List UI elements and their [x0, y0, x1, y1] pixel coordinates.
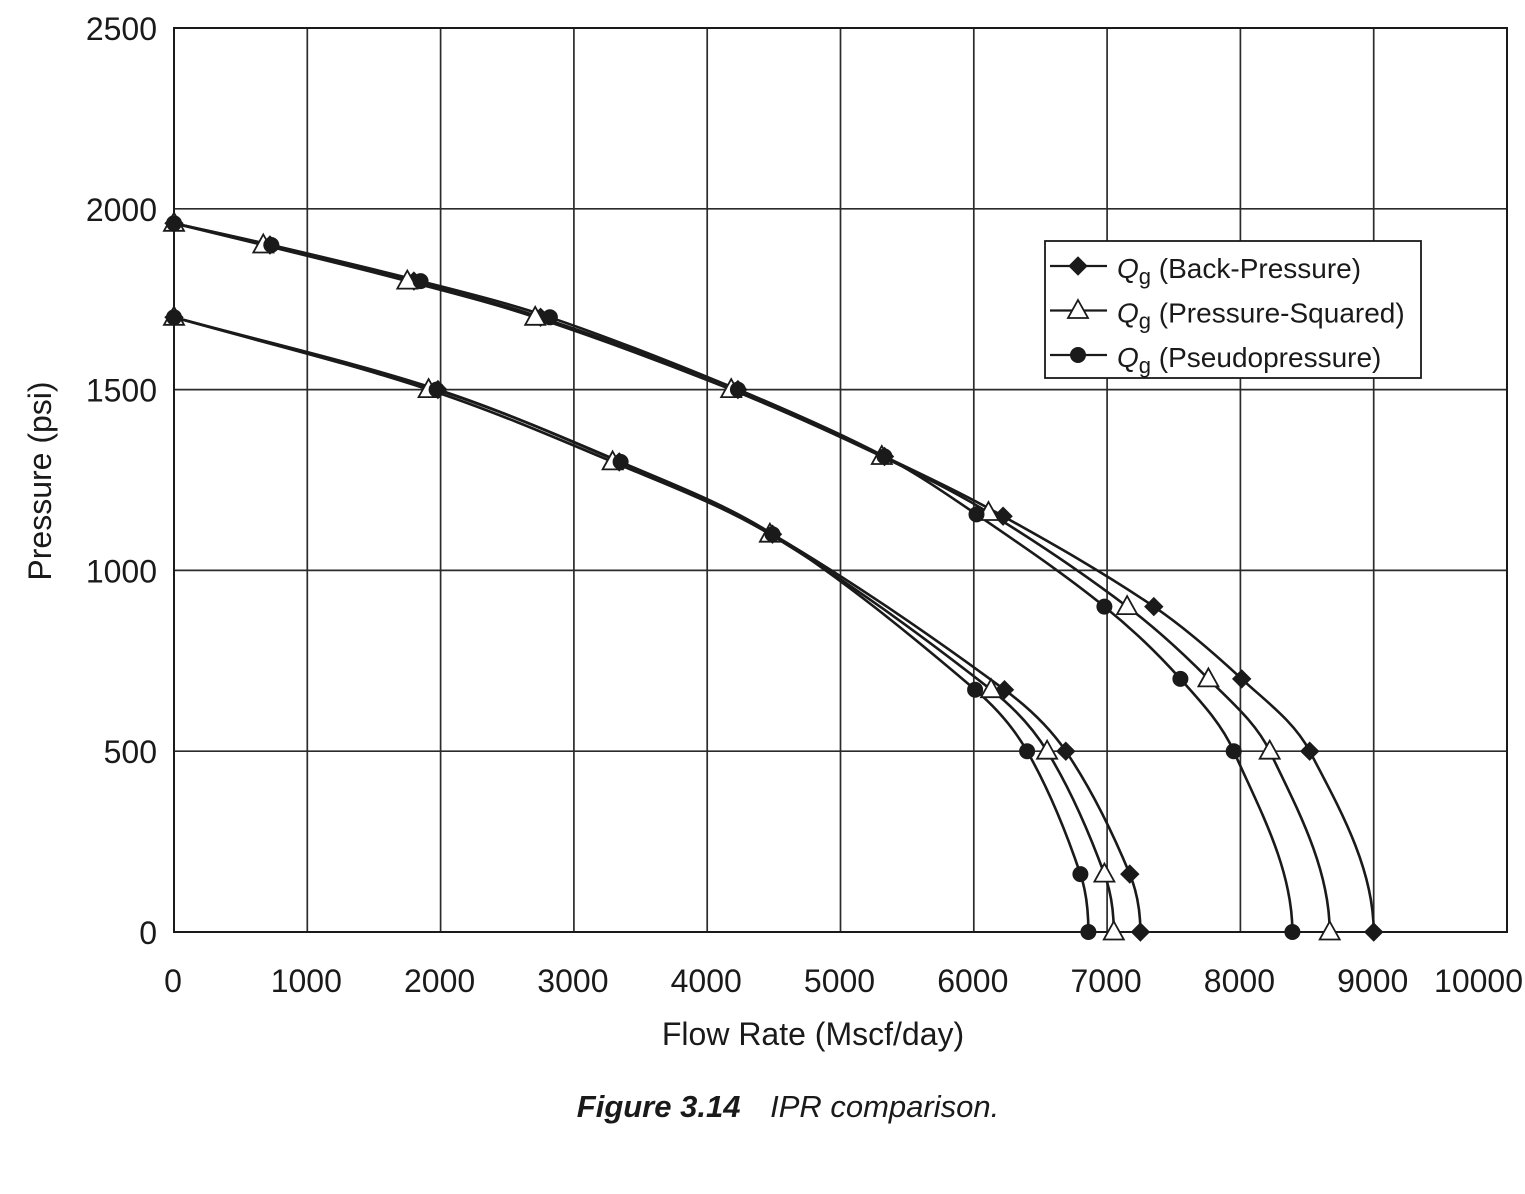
- x-tick-label: 9000: [1337, 963, 1408, 999]
- x-tick-label: 7000: [1071, 963, 1142, 999]
- y-tick-label: 0: [139, 915, 157, 951]
- pseudopressure-data-point: [1284, 924, 1301, 940]
- plot-frame: [173, 27, 1508, 933]
- legend-entry-pseudopressure: Qg (Pseudopressure): [1050, 342, 1381, 378]
- x-tick-label: 6000: [937, 963, 1008, 999]
- pseudopressure-data-point: [968, 506, 985, 523]
- legend-label: Qg (Back-Pressure): [1117, 253, 1361, 289]
- pseudopressure-data-point: [1080, 924, 1097, 940]
- x-tick-label: 10000: [1434, 963, 1523, 999]
- pseudopressure-data-point: [166, 215, 182, 232]
- data-points: [162, 210, 1384, 942]
- x-tick-label: 2000: [404, 963, 475, 999]
- legend-marker-diamond: [1068, 256, 1088, 276]
- x-tick-label: 0: [164, 963, 182, 999]
- legend: Qg (Back-Pressure)Qg (Pressure-Squared)Q…: [1044, 240, 1422, 379]
- legend-marker-circle: [1070, 347, 1086, 363]
- pseudopressure-data-point: [967, 681, 984, 698]
- legend-box: [1044, 240, 1422, 379]
- y-tick-label: 2500: [86, 11, 157, 47]
- legend-label-symbol: Q: [1117, 298, 1139, 329]
- x-axis-label: Flow Rate (Mscf/day): [662, 1016, 964, 1052]
- pseudopressure-data-point: [729, 381, 746, 398]
- pressure-squared-data-point: [1115, 594, 1139, 615]
- legend-label-subscript: g: [1139, 264, 1151, 289]
- legend-entry-back-pressure: Qg (Back-Pressure): [1050, 253, 1361, 289]
- legend-entries: Qg (Back-Pressure)Qg (Pressure-Squared)Q…: [1050, 253, 1405, 378]
- legend-label-method: (Back-Pressure): [1151, 253, 1361, 284]
- y-tick-label: 1000: [86, 553, 157, 589]
- pressure-squared-data-point: [523, 304, 547, 326]
- pseudopressure-data-point: [876, 448, 893, 465]
- x-tick-label: 1000: [271, 963, 342, 999]
- y-tick-label: 1500: [86, 373, 157, 409]
- y-axis-tick-labels: 0 500 1000 1500 2000 2500: [86, 11, 157, 951]
- pressure-squared-data-point: [395, 268, 419, 290]
- pseudopressure-data-point: [612, 453, 629, 470]
- pseudopressure-curve: [172, 222, 1294, 934]
- pressure-squared-data-point: [1102, 919, 1126, 941]
- back-pressure-data-point: [1144, 596, 1164, 617]
- pressure-squared-data-point: [1092, 861, 1116, 883]
- pseudopressure-data-point: [1096, 598, 1113, 615]
- pseudopressure-data-point: [412, 273, 429, 290]
- legend-label-symbol: Q: [1117, 342, 1139, 373]
- y-tick-label: 2000: [86, 192, 157, 228]
- legend-label: Qg (Pseudopressure): [1117, 342, 1381, 378]
- pressure-squared-curve: [172, 222, 1331, 934]
- pressure-squared-data-point: [1258, 738, 1282, 760]
- back-pressure-data-point: [1231, 669, 1252, 689]
- pseudopressure-data-point: [1172, 670, 1189, 687]
- pressure-squared-data-point: [1318, 919, 1342, 941]
- back-pressure-data-point: [1056, 741, 1076, 761]
- y-tick-label: 500: [104, 734, 157, 770]
- pseudopressure-data-point: [1019, 743, 1036, 760]
- x-tick-label: 4000: [671, 963, 742, 999]
- x-tick-label: 5000: [804, 963, 875, 999]
- pressure-squared-data-point: [1035, 738, 1059, 760]
- back-pressure-data-point: [1363, 922, 1384, 942]
- legend-entry-pressure-squared: Qg (Pressure-Squared): [1050, 298, 1405, 334]
- back-pressure-data-point: [1120, 864, 1140, 884]
- back-pressure-data-point: [1130, 922, 1151, 942]
- x-tick-label: 8000: [1204, 963, 1275, 999]
- back-pressure-data-point: [1299, 741, 1320, 761]
- legend-label: Qg (Pressure-Squared): [1117, 298, 1405, 334]
- x-axis-tick-labels: 0 1000 2000 3000 4000 5000 6000 7000 8000 9000 100…: [164, 963, 1523, 999]
- x-tick-label: 3000: [537, 963, 608, 999]
- legend-label-symbol: Q: [1117, 253, 1139, 284]
- caption-text: IPR comparison.: [770, 1089, 999, 1124]
- pressure-squared-data-point: [1196, 666, 1220, 688]
- pseudopressure-data-point: [541, 309, 558, 326]
- pseudopressure-data-point: [764, 526, 781, 543]
- y-axis-label: Pressure (psi): [22, 381, 58, 580]
- legend-label-method: (Pressure-Squared): [1151, 298, 1405, 329]
- pseudopressure-data-point: [263, 237, 280, 253]
- pseudopressure-data-point: [166, 309, 182, 326]
- legend-marker-triangle: [1066, 298, 1090, 319]
- pseudopressure-data-point: [1072, 866, 1089, 883]
- legend-label-subscript: g: [1139, 353, 1151, 378]
- pseudopressure-data-point: [428, 381, 445, 398]
- legend-label-method: (Pseudopressure): [1151, 342, 1381, 373]
- pseudopressure-data-point: [1225, 743, 1242, 760]
- caption-label: Figure 3.14: [577, 1089, 741, 1124]
- pressure-squared-data-point: [979, 677, 1003, 699]
- figure-caption: Figure 3.14 IPR comparison.: [577, 1089, 999, 1124]
- legend-label-subscript: g: [1139, 309, 1151, 334]
